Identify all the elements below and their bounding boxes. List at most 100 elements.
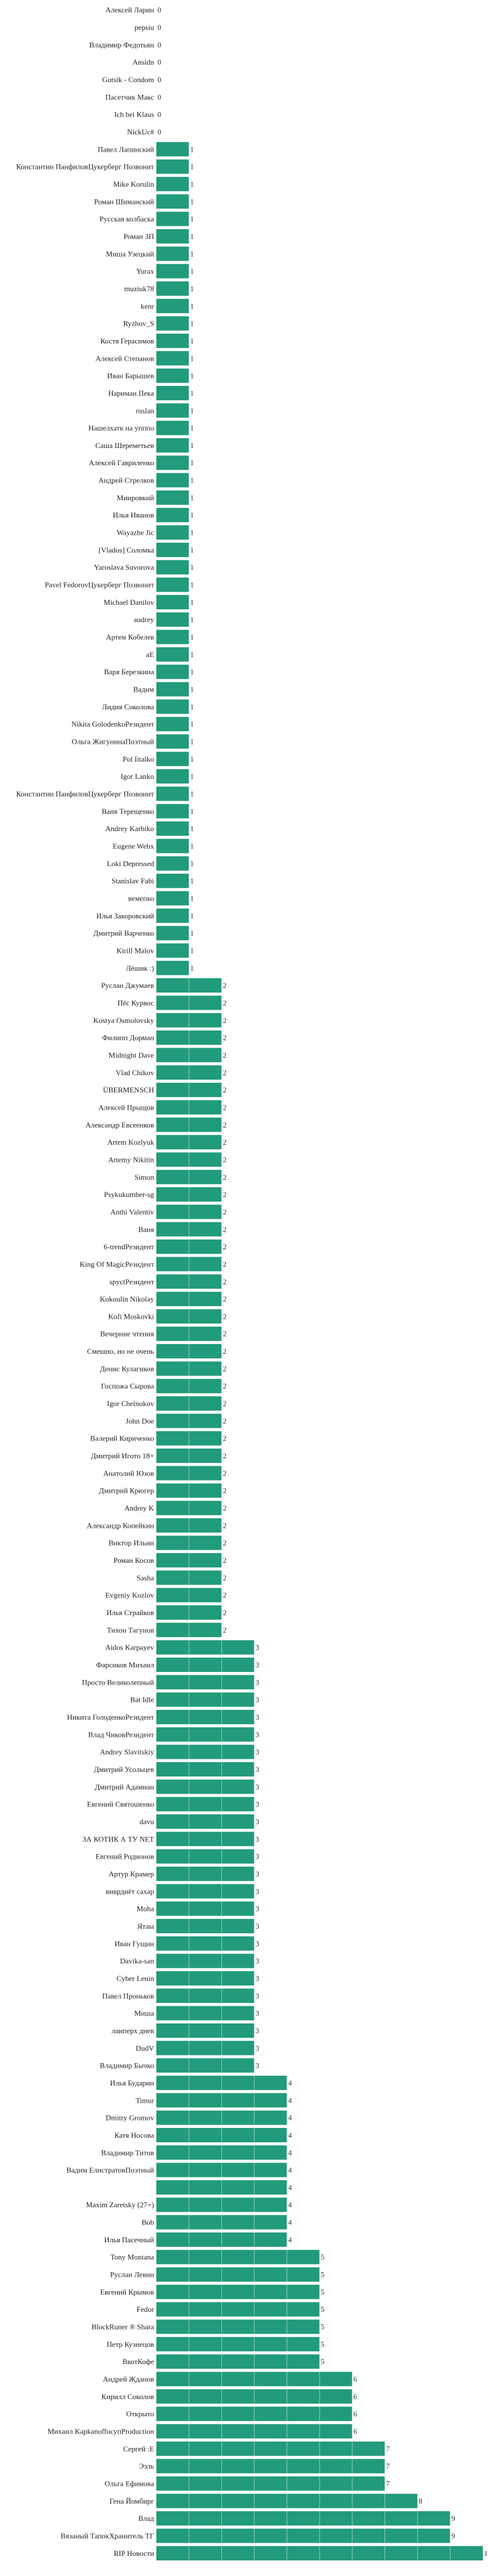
bar (156, 1901, 255, 1916)
category-label: Дмитрий Адамиан (95, 1782, 154, 1791)
value-label: 3 (255, 1922, 259, 1930)
value-label: 4 (288, 2079, 292, 2087)
category-label: Русская колбаска (99, 215, 154, 223)
category-label: Валерий Кириченко (90, 1434, 154, 1443)
category-label: Александр Копейкин (87, 1521, 154, 1530)
bar (156, 839, 189, 853)
value-label: 1 (190, 859, 194, 868)
category-label: Maxim Zaretsky (27+) (86, 2200, 154, 2209)
value-label: 1 (190, 685, 194, 694)
value-label: 2 (223, 1207, 227, 1216)
value-label: 1 (190, 598, 194, 607)
bar (156, 2354, 320, 2369)
bar (156, 1953, 255, 1968)
category-label: DudV (136, 2044, 154, 2052)
value-label: 1 (190, 249, 194, 258)
value-label: 1 (190, 424, 194, 432)
value-label: 2 (223, 1155, 227, 1164)
value-label: 4 (288, 2183, 292, 2192)
value-label: 2 (223, 1138, 227, 1146)
bar (156, 2250, 320, 2265)
category-label: Илья Иванов (113, 511, 154, 519)
category-label: Mike Korulin (113, 180, 155, 188)
category-label: Pol Iitalko (122, 755, 154, 763)
value-label: 1 (190, 197, 194, 206)
value-label: 4 (288, 2096, 292, 2104)
value-label: 5 (321, 2357, 325, 2366)
bar (156, 1675, 255, 1690)
value-label: 3 (255, 1852, 259, 1861)
category-label: Костя Герасимов (100, 337, 154, 345)
category-label: Andrey Karbiko (105, 824, 154, 833)
value-label: 3 (255, 1678, 259, 1686)
value-label: 1 (190, 546, 194, 554)
category-label: [Vlados] Соломка (98, 546, 154, 554)
value-label: 2 (223, 1033, 227, 1042)
category-label: Stanislav Fabi (112, 876, 154, 885)
category-label: Филипп Дорман (102, 1033, 154, 1042)
value-label: 2 (223, 1556, 227, 1565)
category-label: Никита ГолоденкоРезидент (67, 1713, 155, 1721)
value-label: 1 (190, 702, 194, 711)
bar (156, 1692, 255, 1707)
value-label: 9 (451, 2514, 455, 2523)
bar (156, 1866, 255, 1881)
value-label: 2 (223, 1416, 227, 1425)
bar (156, 1814, 255, 1829)
value-label: 0 (157, 23, 162, 32)
value-label: 6 (353, 2392, 358, 2401)
bar (156, 2336, 320, 2351)
category-label: Ryzhov_S (123, 319, 154, 328)
value-label: 1 (190, 772, 194, 781)
category-label: Анатолий Юзов (103, 1469, 154, 1477)
value-label: 3 (255, 2026, 259, 2035)
value-label: 1 (190, 842, 194, 851)
category-label: Открыто (126, 2409, 154, 2418)
value-label: 2 (223, 1347, 227, 1355)
category-label: Sasha (137, 1573, 155, 1582)
category-label: Евгений Родионов (95, 1852, 154, 1861)
value-label: 6 (353, 2409, 358, 2418)
category-label: Владимир Бычко (100, 2061, 154, 2070)
value-label: 6 (353, 2375, 358, 2384)
category-labels: Алексей Ларин pepsiu Владимир Федотьян Ansi… (16, 6, 155, 2558)
value-label: 2 (223, 1451, 227, 1460)
value-label: 1 (190, 458, 194, 467)
bar (156, 229, 189, 244)
category-label: Bat Idle (130, 1696, 154, 1704)
value-label: 2 (223, 1173, 227, 1181)
value-label: 2 (223, 1434, 227, 1443)
category-label: pepsiu (135, 23, 154, 32)
value-label: 3 (255, 1957, 259, 1965)
bar (156, 682, 189, 697)
bar (156, 926, 189, 941)
category-label: Пёс Курвос (117, 998, 154, 1007)
value-label: 1 (190, 790, 194, 798)
value-label: 2 (223, 981, 227, 990)
category-label: Илья Бударин (110, 2079, 154, 2087)
category-label: Igor Chelnokov (107, 1399, 154, 1408)
category-label: Midnight Dave (109, 1051, 154, 1059)
category-label: Павел Проньков (102, 1991, 154, 2000)
bar (156, 299, 189, 314)
value-label: 1 (190, 232, 194, 241)
value-label: 1 (190, 406, 194, 415)
category-label: Kokoulin Nikolay (100, 1295, 155, 1303)
category-label: Artem Kozlyuk (107, 1138, 155, 1146)
bar (156, 943, 189, 958)
category-label: Роман Косов (113, 1556, 154, 1565)
category-label: ruslan (136, 406, 154, 415)
value-labels: 0 0 0 0 0 0 0 0 1 1 1 1 1 1 1 1 1 1 1 1 1 1 1 1 1 1 1 1 1 1 1 1 1 1 1 1 1 1 1 1… (157, 6, 488, 2558)
category-label: Psykukumber-sg (104, 1190, 155, 1199)
category-label: Константин ПанфиловЦукерберг Позвонит (16, 790, 154, 798)
bar (156, 1744, 255, 1759)
value-label: 1 (190, 493, 194, 502)
bar (156, 2023, 255, 2038)
bar (156, 1849, 255, 1864)
category-label: Лёшик :) (126, 964, 154, 972)
category-label: Влад ЧиковРезидент (88, 1730, 154, 1739)
category-label: Kofi Moskovki (108, 1312, 154, 1320)
bar (156, 246, 189, 261)
value-label: 0 (157, 110, 162, 119)
value-label: 1 (190, 581, 194, 589)
